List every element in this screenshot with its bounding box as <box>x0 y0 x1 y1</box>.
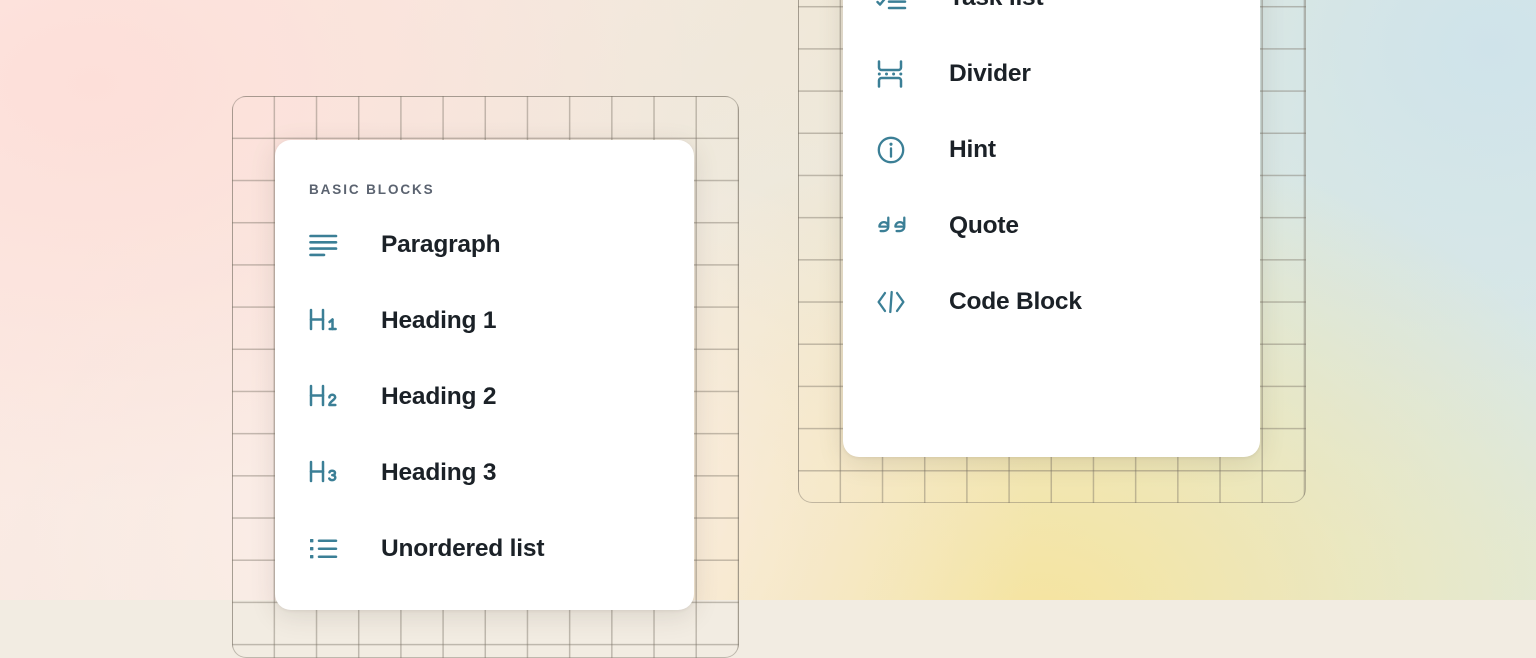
heading-1-icon <box>309 306 349 336</box>
hint-icon <box>877 135 917 165</box>
section-title-basic-blocks: BASIC BLOCKS <box>309 182 435 197</box>
block-item-hint[interactable]: Hint <box>877 112 1260 188</box>
block-label: Hint <box>949 136 996 163</box>
block-label: Quote <box>949 212 1019 239</box>
block-label: Heading 3 <box>381 459 497 486</box>
block-item-heading-1[interactable]: Heading 1 <box>309 283 694 359</box>
block-label: Paragraph <box>381 231 501 258</box>
block-label: Divider <box>949 60 1031 87</box>
block-label: Task list <box>949 0 1044 12</box>
divider-icon <box>877 59 917 89</box>
quote-icon <box>877 211 917 241</box>
basic-blocks-list: Paragraph Heading 1 <box>309 207 694 587</box>
more-blocks-list: 1 2 Ordered list <box>876 0 1260 340</box>
heading-3-icon <box>309 458 349 488</box>
heading-2-icon <box>309 382 349 412</box>
block-label: Code Block <box>949 288 1082 315</box>
block-item-heading-3[interactable]: Heading 3 <box>309 435 694 511</box>
block-item-paragraph[interactable]: Paragraph <box>309 207 694 283</box>
block-label: Unordered list <box>381 535 545 562</box>
block-item-quote[interactable]: Quote <box>877 188 1260 264</box>
block-item-divider[interactable]: Divider <box>877 36 1260 112</box>
block-label: Heading 2 <box>381 383 497 410</box>
task-list-icon <box>876 0 917 13</box>
block-item-heading-2[interactable]: Heading 2 <box>309 359 694 435</box>
paragraph-icon <box>309 230 349 260</box>
block-item-unordered-list[interactable]: Unordered list <box>309 511 694 587</box>
more-blocks-panel: 1 2 Ordered list <box>843 0 1260 457</box>
unordered-list-icon <box>309 534 349 564</box>
basic-blocks-panel: BASIC BLOCKS Paragraph <box>275 140 694 610</box>
background-gradient <box>0 0 1536 600</box>
block-item-task-list[interactable]: Task list <box>876 0 1260 36</box>
block-label: Heading 1 <box>381 307 497 334</box>
code-block-icon <box>877 287 917 317</box>
block-item-code-block[interactable]: Code Block <box>877 264 1260 340</box>
